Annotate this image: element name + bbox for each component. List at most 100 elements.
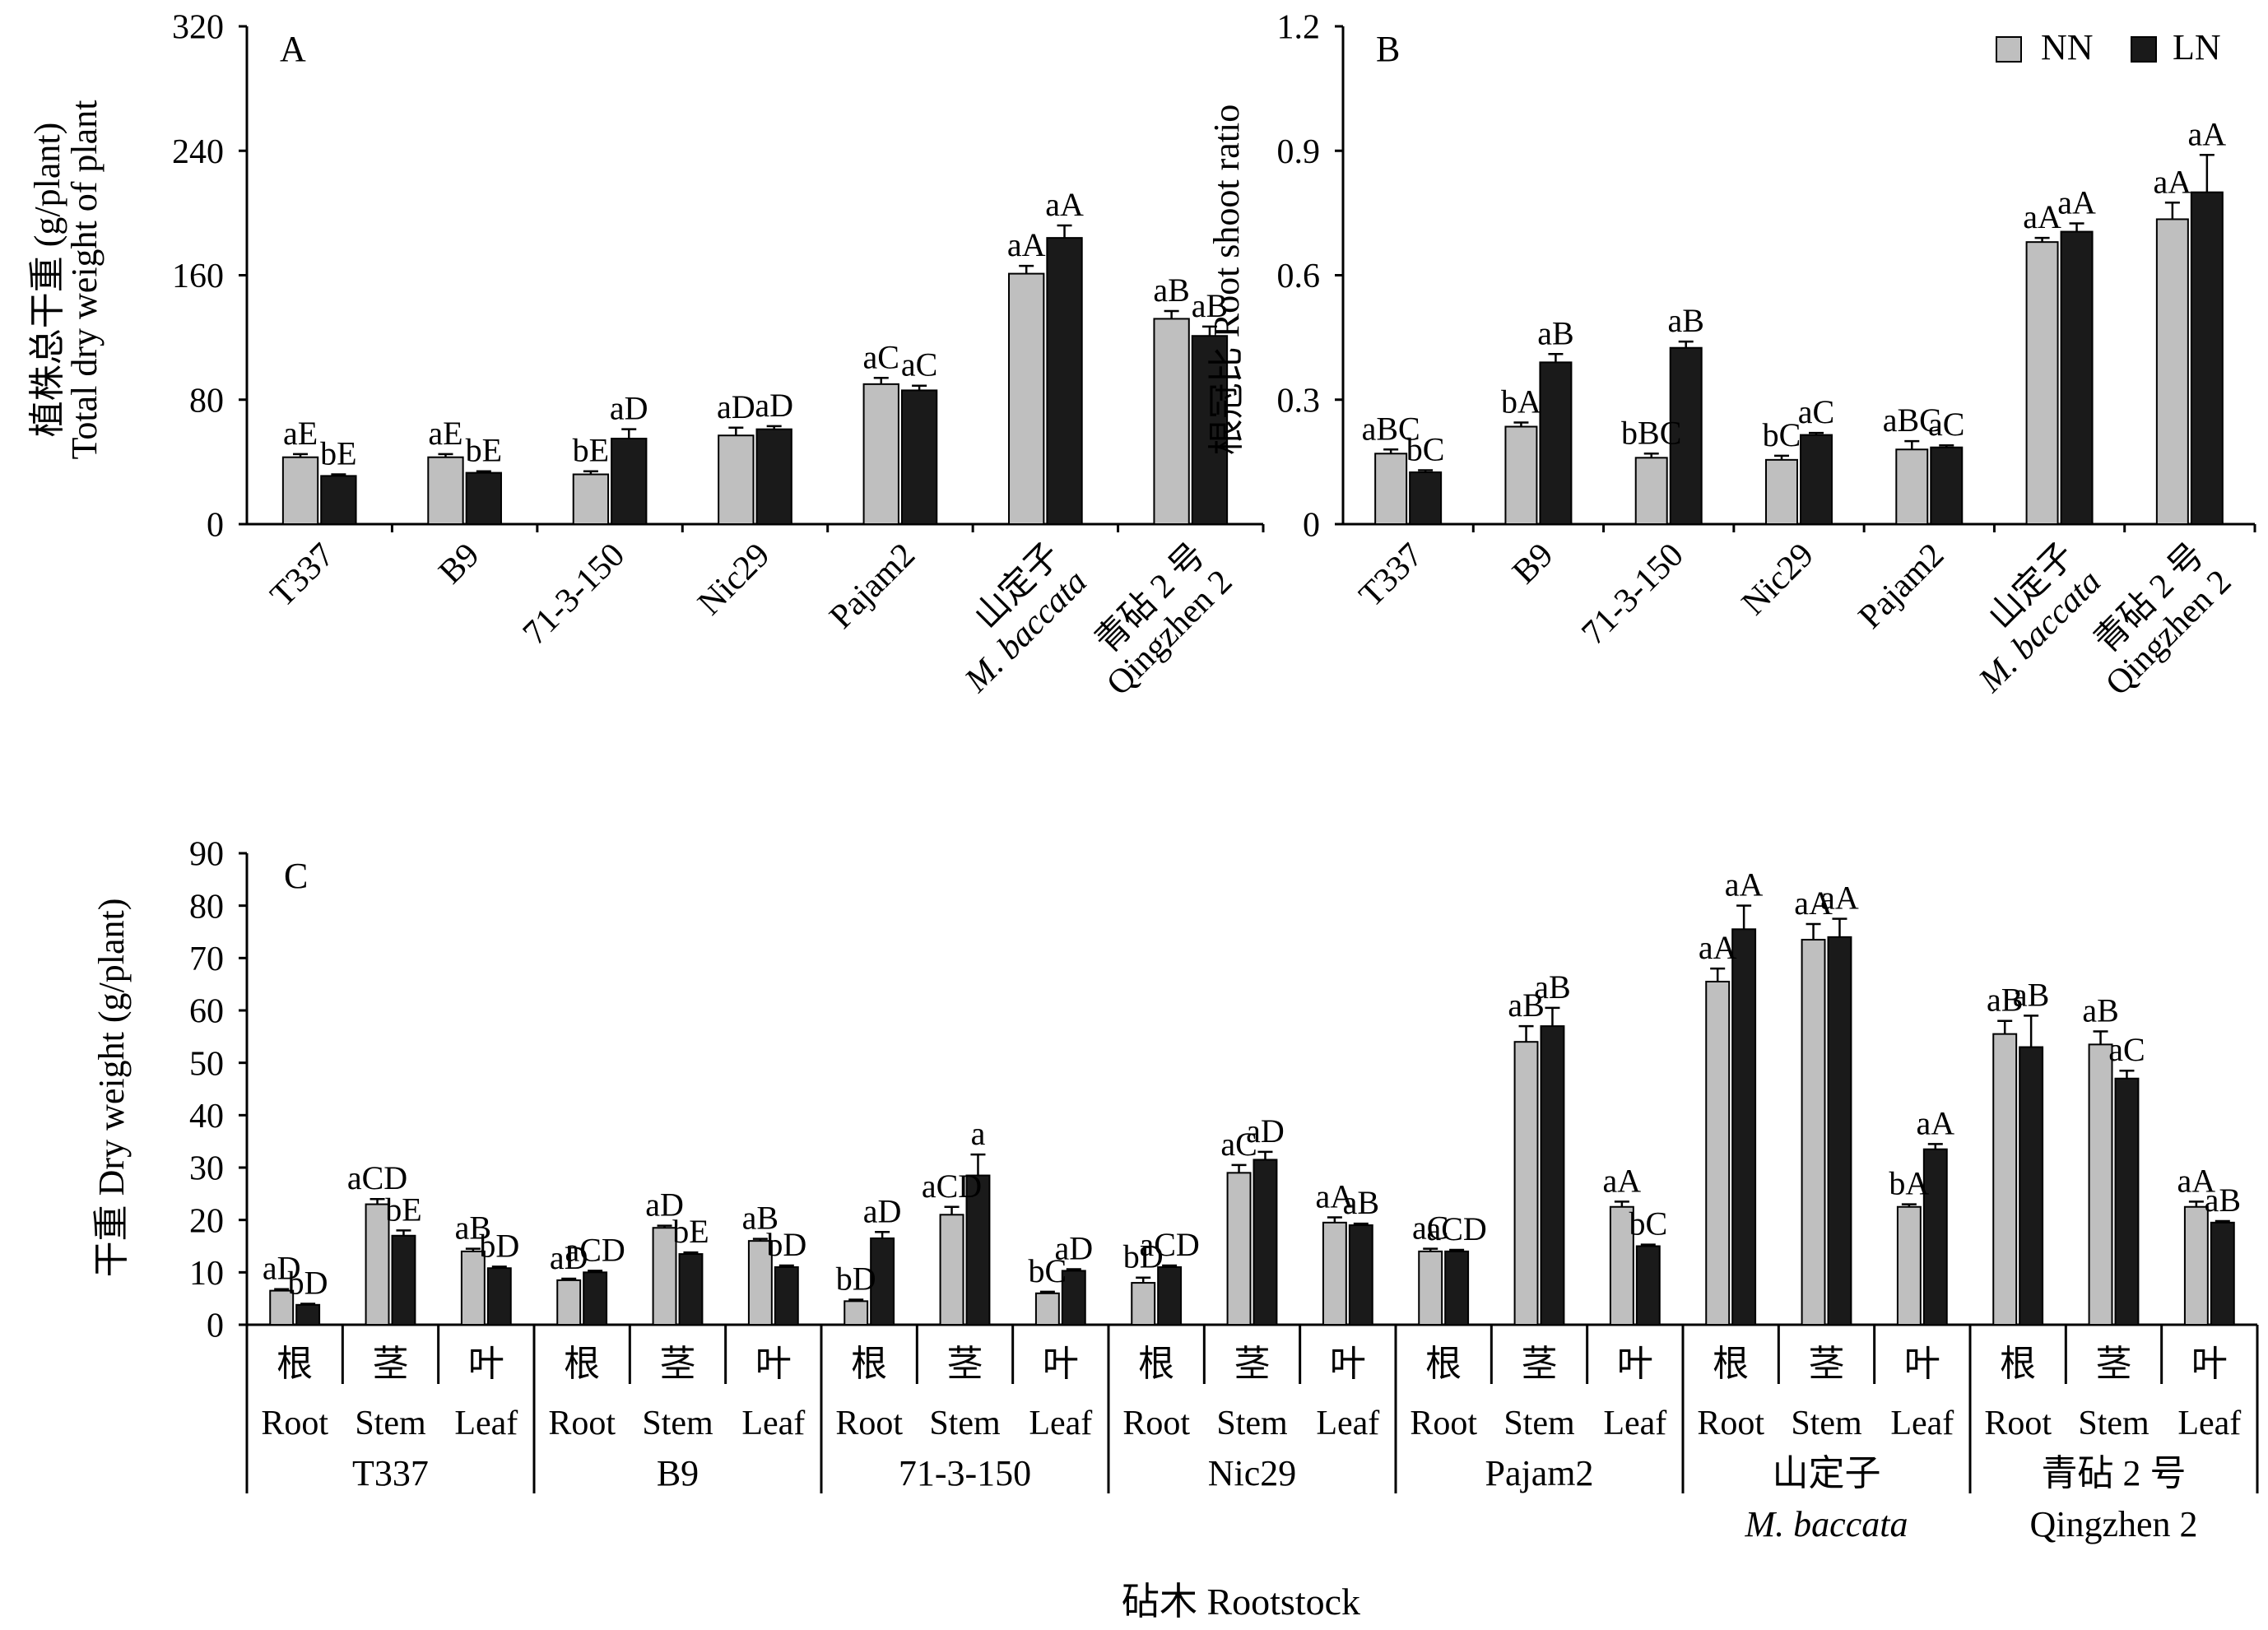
group-label-line: Nic29 xyxy=(1208,1453,1297,1493)
bar-ln xyxy=(391,1234,416,1326)
organ-label-en: Root xyxy=(1697,1405,1764,1442)
organ-label-cn: 叶 xyxy=(755,1344,792,1384)
organ-label-en: Stem xyxy=(2078,1405,2149,1442)
bar-ln xyxy=(1409,471,1443,526)
data-label-nn: aA xyxy=(2023,198,2061,235)
bar-ln xyxy=(900,389,938,525)
bar-ln xyxy=(2060,230,2094,525)
bar-ln xyxy=(2019,1046,2044,1326)
organ-label-en: Root xyxy=(1984,1405,2052,1442)
bar-ln xyxy=(1731,928,1757,1326)
bar-nn xyxy=(427,456,464,525)
group-label-line: 山定子 xyxy=(1773,1453,1881,1493)
group-label-line: 71-3-150 xyxy=(899,1453,1031,1493)
data-label-ln: aB xyxy=(2205,1182,2241,1219)
organ-label-en: Root xyxy=(261,1405,328,1442)
category-label-line: Nic29 xyxy=(1735,536,1821,623)
bar-ln xyxy=(583,1271,608,1326)
organ-label-cn: 茎 xyxy=(1234,1344,1271,1384)
category-label: T337 xyxy=(263,536,342,615)
y-tick-label: 70 xyxy=(189,940,224,978)
organ-label-en: Root xyxy=(835,1405,903,1442)
data-label-nn: aA xyxy=(2154,163,2192,200)
data-label-ln: bE xyxy=(320,435,356,472)
data-label-nn: aCD xyxy=(922,1168,982,1205)
organ-label-cn: 叶 xyxy=(1904,1344,1940,1384)
data-label-ln: bD xyxy=(479,1227,519,1264)
organ-label-cn: 叶 xyxy=(468,1344,504,1384)
bar-ln xyxy=(2114,1077,2140,1326)
category-label: 青砧 2 号Qingzhen 2 xyxy=(1073,536,1240,704)
group-label: 山定子 M. baccata xyxy=(1745,1453,1908,1544)
data-label-ln: bD xyxy=(288,1265,328,1302)
organ-label-cn: 根 xyxy=(564,1344,600,1384)
panel-b: 00.30.60.91.2BaBCbCT337bAaBB9bBCaB71-3-1… xyxy=(1206,9,2256,703)
data-label-nn: aCD xyxy=(347,1159,407,1196)
data-label-nn: aB xyxy=(1153,272,1189,309)
data-label-ln: aD xyxy=(610,390,648,427)
bar-nn xyxy=(1801,939,1826,1326)
legend-label-ln: LN xyxy=(2173,27,2221,67)
bar-nn xyxy=(1992,1033,2018,1326)
group-label: 71-3-150 xyxy=(899,1453,1031,1493)
bar-nn xyxy=(1896,1205,1922,1326)
group-label: T337 xyxy=(352,1453,429,1493)
bar-ln xyxy=(755,428,792,525)
organ-label-cn: 叶 xyxy=(1617,1344,1653,1384)
bar-nn xyxy=(1705,980,1731,1326)
bar-ln xyxy=(1444,1250,1470,1326)
category-label: Nic29 xyxy=(690,536,777,623)
bar-nn xyxy=(572,473,610,525)
panel-c: 0 10 20 30 40 50 60 70 80 90 C 干重 Dry weight (g/pla… xyxy=(91,836,2259,1544)
y-tick-label: 80 xyxy=(189,382,224,420)
group-label: 青砧 2 号 Qingzhen 2 xyxy=(2029,1453,2197,1544)
organ-label-cn: 根 xyxy=(1138,1344,1174,1384)
data-label-nn: bA xyxy=(1889,1165,1929,1202)
legend: NN LN xyxy=(1996,27,2221,67)
organ-label-en: Stem xyxy=(1216,1405,1288,1442)
bar-nn xyxy=(1765,458,1799,526)
data-label-nn: bC xyxy=(1029,1252,1067,1289)
data-label-nn: aB xyxy=(455,1210,491,1247)
data-label-nn: aE xyxy=(283,415,318,452)
bar-ln xyxy=(1191,335,1229,525)
category-label: 71-3-150 xyxy=(516,536,632,652)
bar-nn xyxy=(1153,318,1190,525)
group-label-line: M. baccata xyxy=(1745,1504,1908,1544)
y-tick-label: 0 xyxy=(207,507,224,545)
organ-label-cn: 根 xyxy=(1713,1344,1749,1384)
bar-ln xyxy=(678,1253,704,1326)
data-label-nn: aE xyxy=(428,415,462,452)
bar-nn xyxy=(281,456,319,525)
organ-label-cn: 茎 xyxy=(947,1344,983,1384)
category-label: Nic29 xyxy=(1735,536,1821,623)
data-label-nn: aA xyxy=(1603,1162,1642,1199)
data-label-ln: aB xyxy=(2013,976,2049,1013)
bar-ln xyxy=(774,1265,799,1326)
bar-ln xyxy=(1061,1270,1086,1326)
bar-nn xyxy=(1513,1041,1539,1326)
data-label-nn: aB xyxy=(1987,982,2023,1019)
y-tick-label: 240 xyxy=(172,133,224,171)
bar-ln xyxy=(1253,1159,1278,1326)
category-label-line: 71-3-150 xyxy=(1574,536,1690,652)
bar-ln xyxy=(1669,346,1703,525)
y-tick-label: 0.6 xyxy=(1277,258,1321,295)
group-label: B9 xyxy=(657,1453,699,1493)
y-tick-label: 10 xyxy=(189,1255,224,1293)
organ-label-en: Stem xyxy=(355,1405,426,1442)
category-label-line: Pajam2 xyxy=(822,536,923,637)
bar-nn xyxy=(747,1240,773,1326)
organ-label-en: Stem xyxy=(1503,1405,1575,1442)
y-tick-label: 0.9 xyxy=(1277,133,1321,171)
panel-label: A xyxy=(280,29,306,69)
organ-label-en: Leaf xyxy=(1029,1405,1092,1442)
bar-nn xyxy=(1609,1205,1634,1326)
data-label-nn: aA xyxy=(1794,885,1833,922)
legend-swatch-nn xyxy=(1996,36,2022,63)
category-label: 71-3-150 xyxy=(1574,536,1690,652)
data-label-nn: bBC xyxy=(1621,414,1681,451)
data-label-ln: aB xyxy=(1192,287,1228,324)
category-label: B9 xyxy=(432,536,487,592)
